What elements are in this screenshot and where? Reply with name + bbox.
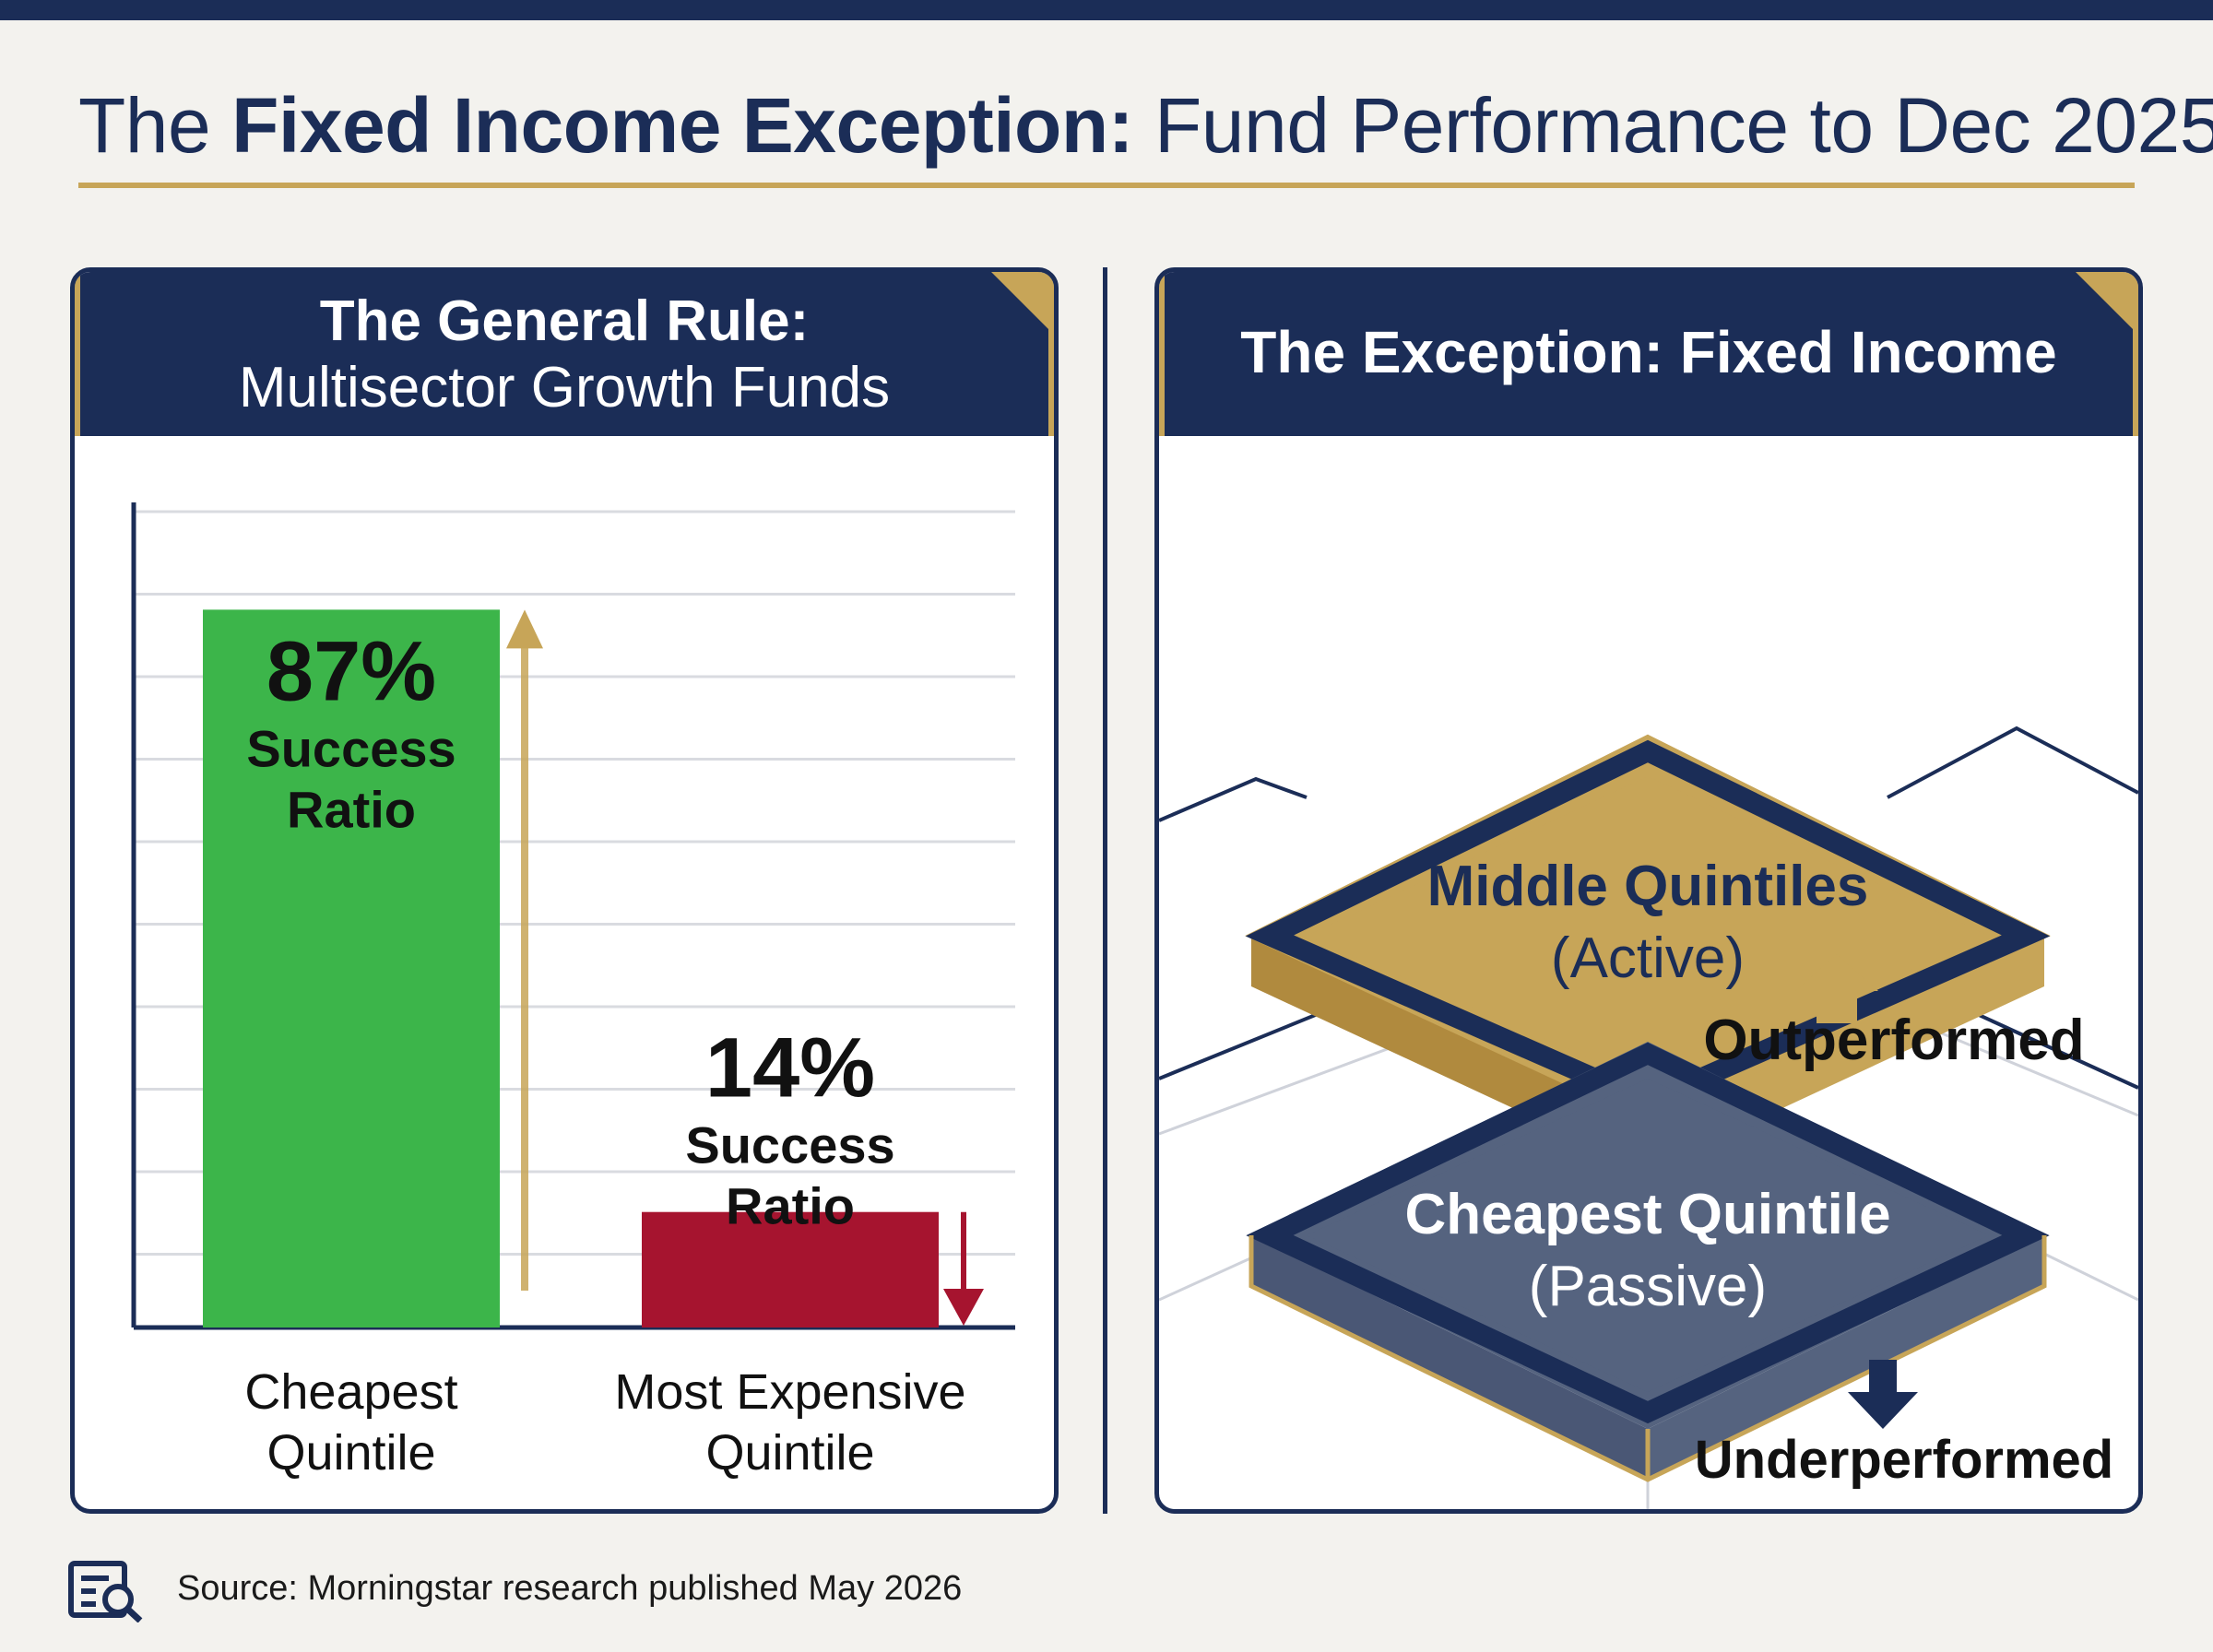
- underperformed-arrow-icon: [1848, 1360, 1918, 1429]
- panel-divider: [1103, 267, 1107, 1514]
- cheapest-quintile-tier: [1246, 1042, 2050, 1482]
- down-trend-arrowhead-icon: [943, 1289, 984, 1326]
- exception-header: The Exception: Fixed Income: [1159, 272, 2138, 436]
- header-corner-accent: [2076, 272, 2138, 335]
- category-label: Cheapest: [244, 1364, 457, 1420]
- bar-value-label: 14%: [705, 1021, 875, 1115]
- cheapest-quintile-label: Cheapest Quintile: [1404, 1183, 1890, 1246]
- bar-annotation-label: Ratio: [726, 1177, 855, 1235]
- general-rule-heading: The General Rule:: [319, 289, 810, 353]
- general-rule-panel: The General Rule: Multisector Growth Fun…: [70, 267, 1059, 1514]
- exception-heading: The Exception: Fixed Income: [1240, 319, 2057, 385]
- outperformed-label: Outperformed: [1703, 1009, 2084, 1072]
- category-label: Quintile: [266, 1425, 435, 1481]
- underperformed-label: Underperformed: [1695, 1430, 2113, 1490]
- up-trend-arrowhead-icon: [506, 609, 543, 649]
- bar-value-label: 87%: [266, 624, 436, 718]
- general-rule-header: The General Rule: Multisector Growth Fun…: [75, 272, 1054, 436]
- header-corner-accent: [991, 272, 1054, 335]
- exception-panel: The Exception: Fixed Income Middl: [1154, 267, 2143, 1514]
- bar-annotation-label: Success: [685, 1116, 894, 1174]
- bar-annotation-label: Ratio: [287, 780, 416, 838]
- page-title: The Fixed Income Exception: Fund Perform…: [78, 82, 2213, 169]
- title-underline: [78, 183, 2135, 188]
- tier-diagram: Middle Quintiles (Active) Outperformed C…: [1159, 726, 2138, 1509]
- bar-1: [203, 609, 500, 1328]
- success-ratio-bar-chart: 87%SuccessRatioCheapestQuintile14%Succes…: [131, 502, 1015, 1481]
- category-label: Quintile: [705, 1425, 874, 1481]
- bar-2: [642, 1211, 939, 1328]
- source-note: Source: Morningstar research published M…: [177, 1569, 963, 1608]
- general-rule-subheading: Multisector Growth Funds: [238, 356, 891, 419]
- cheapest-quintile-sublabel: (Passive): [1529, 1255, 1767, 1318]
- category-label: Most Expensive: [614, 1364, 965, 1420]
- top-accent-bar: [0, 0, 2213, 20]
- document-search-icon: [68, 1561, 143, 1622]
- middle-quintiles-sublabel: (Active): [1551, 926, 1745, 990]
- outperformed-arrow-icon: [1795, 954, 1878, 1023]
- bar-annotation-label: Success: [246, 719, 456, 777]
- middle-quintiles-label: Middle Quintiles: [1427, 855, 1869, 918]
